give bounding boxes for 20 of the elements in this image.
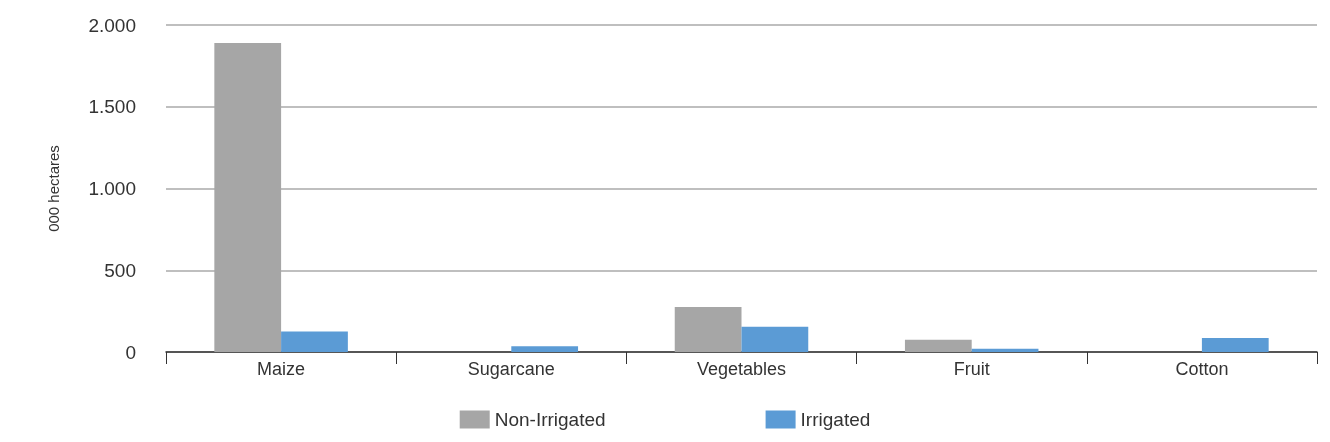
- x-tick-label: Maize: [257, 359, 306, 379]
- bar: [741, 326, 809, 352]
- y-tick-label: 1.500: [88, 96, 136, 118]
- y-tick-label: 0: [125, 341, 136, 363]
- y-axis-title: 000 hectares: [45, 145, 62, 232]
- x-tick-label: Cotton: [1175, 359, 1229, 379]
- bar: [971, 348, 1039, 352]
- legend-label: Non-Irrigated: [494, 409, 606, 430]
- y-tick-label: 500: [104, 259, 136, 281]
- bar: [674, 307, 742, 352]
- legend-label: Irrigated: [800, 409, 871, 430]
- bar: [511, 346, 579, 352]
- bar: [1201, 338, 1269, 352]
- x-tick-label: Fruit: [953, 359, 990, 379]
- bar: [281, 331, 348, 352]
- bar: [904, 339, 972, 352]
- x-tick-label: Vegetables: [696, 359, 787, 379]
- y-tick-label: 2.000: [88, 14, 136, 36]
- x-tick-label: Sugarcane: [467, 359, 555, 379]
- y-tick-label: 1.000: [88, 178, 136, 199]
